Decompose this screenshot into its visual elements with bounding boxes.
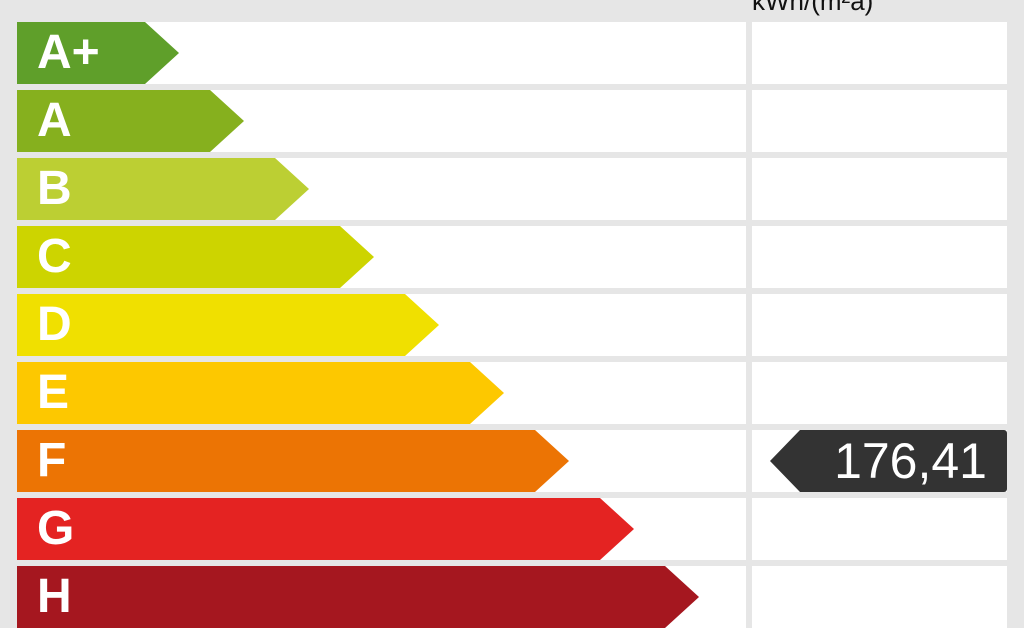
rating-bar-E: E (17, 362, 504, 424)
value-cell-A+ (752, 22, 1007, 84)
value-cell-A (752, 90, 1007, 152)
rating-row-A: A (17, 90, 746, 152)
rating-row-H: H (17, 566, 746, 628)
unit-label: kWh/(m²a) (752, 0, 874, 16)
rating-row-B: B (17, 158, 746, 220)
rating-row-A+: A+ (17, 22, 746, 84)
value-cell-C (752, 226, 1007, 288)
rating-label: B (37, 162, 72, 215)
rating-bar-A+: A+ (17, 22, 179, 84)
rating-bar-A: A (17, 90, 244, 152)
value-text: 176,41 (834, 433, 987, 489)
value-cell-G (752, 498, 1007, 560)
rating-label: H (37, 570, 72, 623)
rating-row-D: D (17, 294, 746, 356)
rating-bar-B: B (17, 158, 309, 220)
rating-row-C: C (17, 226, 746, 288)
value-cell-F: 176,41 (752, 430, 1007, 492)
rating-label: F (37, 434, 67, 487)
value-cell-H (752, 566, 1007, 628)
value-cell-D (752, 294, 1007, 356)
rating-label: G (37, 502, 75, 555)
rating-label: A+ (37, 26, 100, 79)
rating-bar-H: H (17, 566, 699, 628)
rating-row-F: F (17, 430, 746, 492)
rating-label: D (37, 298, 72, 351)
rating-row-G: G (17, 498, 746, 560)
rating-row-E: E (17, 362, 746, 424)
value-cell-E (752, 362, 1007, 424)
value-marker: 176,41 (770, 430, 1007, 492)
rating-label: E (37, 366, 70, 419)
rating-label: C (37, 230, 72, 283)
rating-bar-C: C (17, 226, 374, 288)
value-cell-B (752, 158, 1007, 220)
rating-label: A (37, 94, 72, 147)
rating-bar-D: D (17, 294, 439, 356)
rating-bar-F: F (17, 430, 569, 492)
rating-bar-G: G (17, 498, 634, 560)
